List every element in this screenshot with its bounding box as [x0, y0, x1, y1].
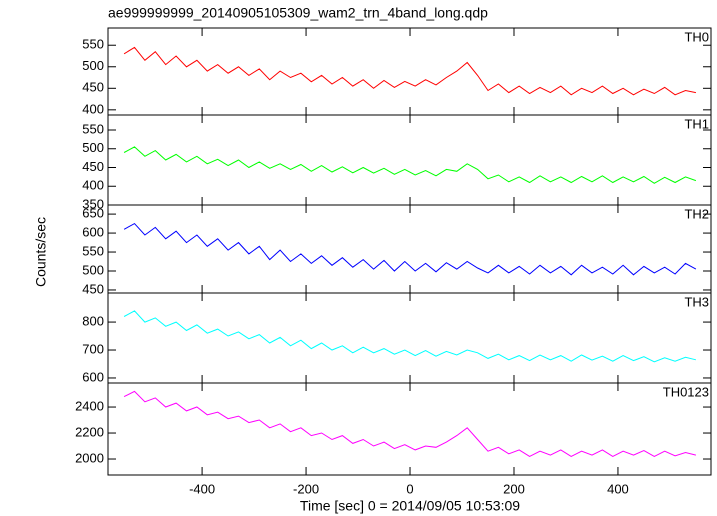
y-tick-label: 500 — [82, 58, 104, 73]
y-tick-label: 2000 — [75, 450, 104, 465]
chart-title: ae999999999_20140905105309_wam2_trn_4ban… — [108, 5, 488, 21]
y-tick-label: 650 — [82, 206, 104, 221]
x-tick-label: -400 — [189, 481, 215, 496]
y-tick-label: 2200 — [75, 424, 104, 439]
x-tick-label: 0 — [406, 481, 413, 496]
series-name: TH3 — [684, 294, 709, 309]
x-tick-label: 200 — [503, 481, 525, 496]
y-tick-label: 800 — [82, 314, 104, 329]
panel-frame — [107, 292, 712, 384]
series-name: TH0 — [684, 29, 709, 44]
series-line — [123, 46, 696, 96]
series-name: TH2 — [684, 206, 709, 221]
y-tick-label: 450 — [82, 159, 104, 174]
y-tick-label: 700 — [82, 341, 104, 356]
y-tick-label: 600 — [82, 225, 104, 240]
y-tick-label: 400 — [82, 101, 104, 116]
y-tick-label: 550 — [82, 121, 104, 136]
y-tick-label: 450 — [82, 281, 104, 296]
panel-frame — [107, 27, 712, 116]
y-tick-label: 450 — [82, 80, 104, 95]
series-line — [123, 310, 697, 363]
x-tick-label: 400 — [607, 481, 629, 496]
x-axis-label: Time [sec] 0 = 2014/09/05 10:53:09 — [300, 498, 520, 514]
series-line — [123, 390, 697, 457]
panel-frame — [107, 114, 712, 206]
y-tick-label: 550 — [82, 37, 104, 52]
y-tick-label: 600 — [82, 369, 104, 384]
series-name: TH0123 — [663, 384, 709, 399]
panel-frame — [107, 204, 712, 294]
y-tick-label: 2400 — [75, 398, 104, 413]
y-tick-label: 350 — [82, 196, 104, 211]
x-tick-label: -200 — [293, 481, 319, 496]
y-tick-label: 400 — [82, 178, 104, 193]
panel-frame — [107, 382, 712, 476]
y-axis-label: Counts/sec — [33, 217, 49, 287]
y-tick-label: 500 — [82, 262, 104, 277]
series-line — [123, 146, 697, 184]
y-tick-label: 500 — [82, 140, 104, 155]
y-tick-label: 550 — [82, 243, 104, 258]
series-name: TH1 — [684, 116, 709, 131]
series-line — [123, 222, 697, 276]
